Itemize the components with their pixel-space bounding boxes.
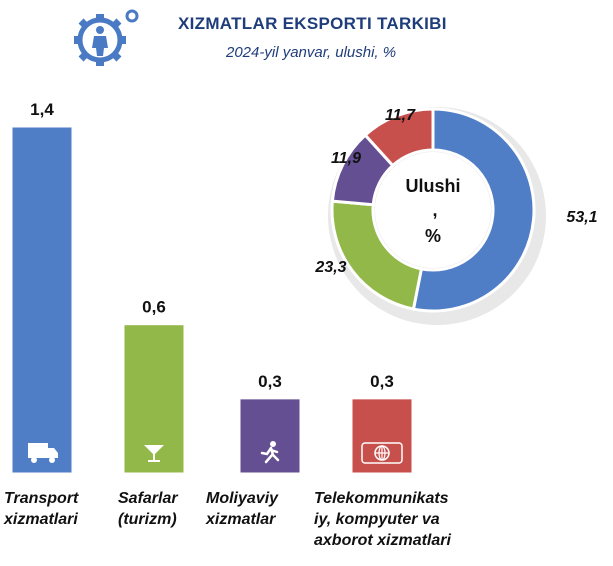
bar-value-label: 0,3 — [370, 372, 394, 391]
donut-center-label: % — [425, 226, 441, 246]
category-label-telecom: Telekommunikats iy, kompyuter va axborot… — [314, 488, 451, 551]
donut-slice-transport — [411, 107, 536, 313]
glass-shape — [144, 445, 164, 462]
bar-value-label: 0,3 — [258, 372, 282, 391]
bar-transport — [11, 126, 73, 474]
runner-body — [260, 446, 280, 464]
donut-hole — [375, 152, 491, 268]
truck-body — [28, 443, 48, 458]
globe-card-icon — [361, 442, 403, 464]
bar-telecom — [351, 398, 413, 474]
gear-person-logo-icon — [70, 6, 150, 70]
category-label-line: (turizm) — [118, 511, 177, 528]
running-person-icon — [260, 441, 280, 464]
category-label-line: Transport — [4, 490, 79, 507]
runner-head — [270, 441, 276, 447]
category-label-line: xizmatlari — [4, 511, 78, 528]
truck-icon — [28, 443, 58, 463]
category-label-line: Telekommunikats — [314, 490, 449, 507]
chart-subtitle: 2024-yil yanvar, ulushi, % — [226, 44, 397, 61]
globe-meridian — [378, 445, 386, 461]
card-frame — [361, 442, 403, 464]
bar-value-label: 1,4 — [30, 100, 54, 119]
globe-lines — [375, 446, 389, 460]
donut-center-label: , — [432, 200, 437, 220]
donut-slice-label: 11,7 — [385, 107, 416, 124]
bar-value-label: 0,6 — [142, 298, 166, 317]
cocktail-glass-icon — [144, 445, 164, 462]
chart-title: XIZMATLAR EKSPORTI TARKIBI — [178, 14, 447, 33]
donut-slice-telecom — [363, 107, 435, 168]
category-label-line: Moliyaviy — [206, 490, 279, 507]
donut-slice-label: 53,1 — [566, 209, 597, 226]
category-label-transport: Transport xizmatlari — [4, 488, 78, 530]
category-label-finance: Moliyaviy xizmatlar — [206, 488, 278, 530]
category-label-line: Safarlar — [118, 490, 178, 507]
donut-center-label: Ulushi — [405, 176, 460, 196]
donut-slice-label: 23,3 — [314, 259, 346, 276]
category-label-tourism: Safarlar (turizm) — [118, 488, 178, 530]
category-label-line: iy, kompyuter va — [314, 511, 440, 528]
category-label-line: xizmatlar — [206, 511, 276, 528]
category-label-line: axborot xizmatlari — [314, 532, 451, 549]
truck-cab — [48, 448, 58, 458]
truck-wheel — [31, 457, 37, 463]
donut-slice-label: 11,9 — [331, 150, 361, 167]
truck-wheel — [49, 457, 55, 463]
bar-finance — [239, 398, 301, 474]
